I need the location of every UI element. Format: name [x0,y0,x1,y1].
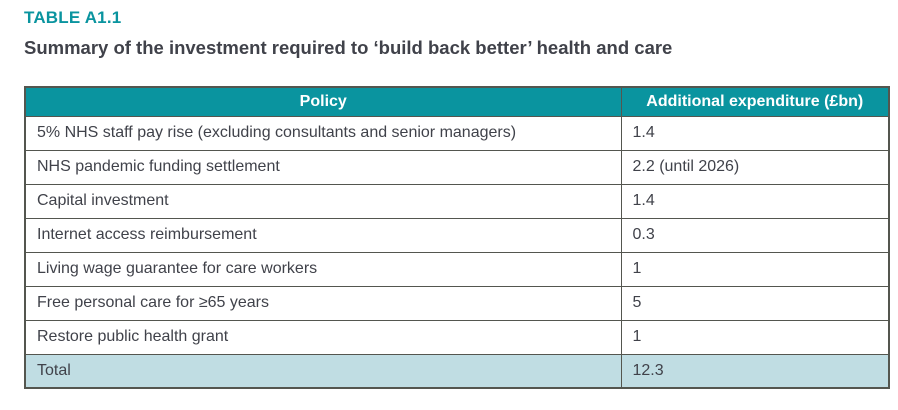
table-title: Summary of the investment required to ‘b… [24,37,673,58]
policy-cell: Internet access reimbursement [24,217,622,253]
table-header: Policy Additional expenditure (£bn) [24,86,890,117]
table-row: Living wage guarantee for care workers 1 [24,251,890,287]
policy-cell: 5% NHS staff pay rise (excluding consult… [24,115,622,151]
table-row: Restore public health grant 1 [24,319,890,355]
expenditure-cell: 0.3 [620,217,890,253]
expenditure-cell: 1.4 [620,183,890,219]
column-header-expenditure: Additional expenditure (£bn) [620,86,890,117]
total-label-cell: Total [24,353,622,389]
policy-cell: Free personal care for ≥65 years [24,285,622,321]
header-row: Policy Additional expenditure (£bn) [24,86,890,117]
expenditure-cell: 1.4 [620,115,890,151]
table-row: 5% NHS staff pay rise (excluding consult… [24,115,890,151]
table-label: TABLE A1.1 [24,8,122,27]
table-body: 5% NHS staff pay rise (excluding consult… [24,115,890,389]
policy-cell: Living wage guarantee for care workers [24,251,622,287]
table-row: Free personal care for ≥65 years 5 [24,285,890,321]
expenditure-cell: 1 [620,251,890,287]
expenditure-cell: 5 [620,285,890,321]
investment-table: Policy Additional expenditure (£bn) 5% N… [24,86,890,389]
table-row: Internet access reimbursement 0.3 [24,217,890,253]
policy-cell: Capital investment [24,183,622,219]
column-header-policy: Policy [24,86,622,117]
expenditure-cell: 1 [620,319,890,355]
total-value-cell: 12.3 [620,353,890,389]
policy-cell: Restore public health grant [24,319,622,355]
total-row: Total 12.3 [24,353,890,389]
table-row: NHS pandemic funding settlement 2.2 (unti… [24,149,890,185]
expenditure-cell: 2.2 (until 2026) [620,149,890,185]
policy-cell: NHS pandemic funding settlement [24,149,622,185]
table-row: Capital investment 1.4 [24,183,890,219]
